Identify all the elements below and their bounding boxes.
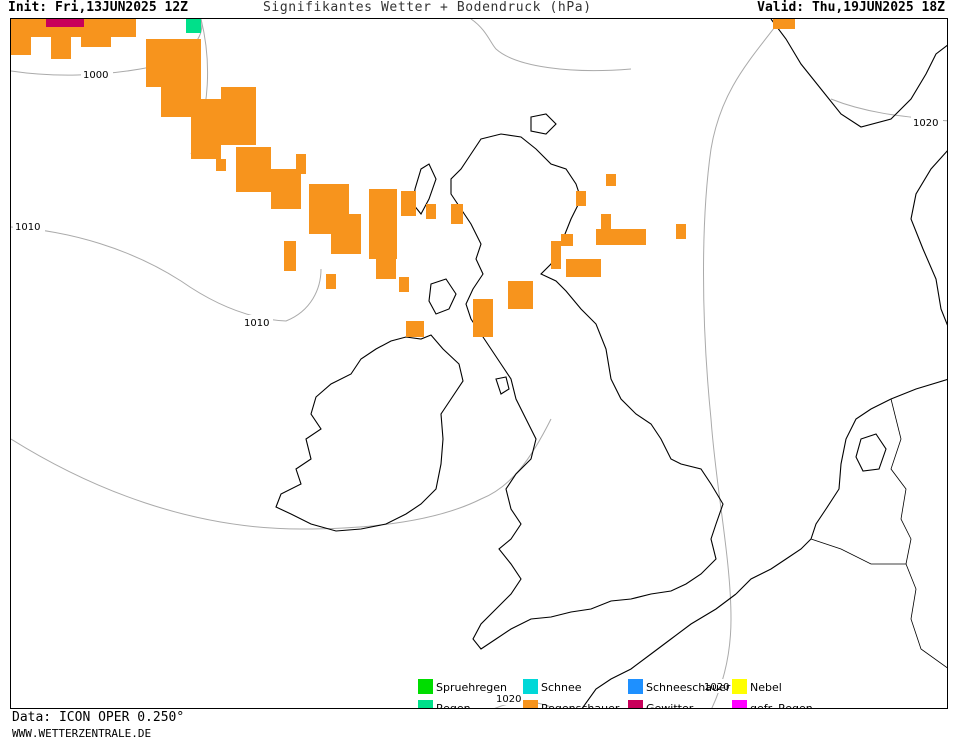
isobar-label: 1020 [496, 694, 521, 705]
shower-cell [576, 191, 586, 206]
isobar-label: 1000 [83, 70, 108, 81]
rain-cell [186, 19, 201, 33]
shower-cell [284, 241, 296, 271]
shower-cell [473, 299, 493, 337]
border-belgium [810, 538, 947, 669]
coast-norway [770, 19, 947, 128]
legend-label: Nebel [750, 681, 782, 694]
shower-cell [601, 214, 611, 234]
shower-cell [561, 234, 573, 246]
shower-cell [221, 87, 256, 145]
shower-cell [81, 33, 111, 47]
coast-ijsselmeer [855, 433, 887, 472]
legend-swatch [523, 679, 538, 694]
coast-orkney [530, 113, 557, 135]
init-time: Init: Fri,13JUN2025 12Z [8, 0, 189, 15]
legend-label: Schnee [541, 681, 582, 694]
legend-label: Spruehregen [436, 681, 507, 694]
legend-label: gefr. Regen [750, 702, 813, 709]
shower-cell [296, 154, 306, 174]
shower-cell [676, 224, 686, 239]
shower-cell [326, 274, 336, 289]
other-precip [46, 19, 201, 33]
shower-cell [451, 204, 463, 224]
thunder-cell [46, 19, 84, 27]
coastlines [275, 19, 947, 708]
isobar-label: 1010 [244, 318, 269, 329]
shower-cell [551, 241, 561, 269]
coast-netherlands [735, 379, 947, 595]
legend-swatch [732, 679, 747, 694]
legend-swatch [628, 700, 643, 708]
shower-cell [566, 259, 601, 277]
legend-label: Regenschauer [541, 702, 620, 709]
isobars [11, 19, 947, 708]
shower-cell [191, 99, 221, 159]
coast-ireland [275, 334, 464, 532]
shower-cell [271, 169, 301, 209]
legend-swatch [628, 679, 643, 694]
legend-swatch [418, 679, 433, 694]
coast-france [581, 593, 737, 708]
data-source: Data: ICON OPER 0.250° [12, 710, 185, 725]
shower-cell [376, 249, 396, 279]
legend-swatch [732, 700, 747, 708]
shower-cell [216, 159, 226, 171]
coast-isle-of-man [495, 376, 510, 395]
coast-great-britain [450, 133, 724, 650]
isobar-label: 1020 [913, 118, 938, 129]
shower-cell [773, 19, 795, 29]
isobar-1010 [11, 226, 322, 322]
shower-cell [426, 204, 436, 219]
coast-islay [428, 278, 457, 315]
shower-cell [406, 321, 424, 337]
legend-swatch [418, 700, 433, 708]
shower-cell [51, 37, 71, 59]
shower-areas [11, 19, 795, 337]
shower-cell [508, 281, 533, 309]
isobar-1020-north [470, 19, 632, 72]
isobar-label: 1020 [704, 682, 729, 693]
coast-sweden [910, 150, 947, 326]
isobar-1010-south [11, 418, 552, 530]
isobar-labels: 1000 1010 1010 1020 1020 1020 [13, 67, 943, 705]
shower-cell [399, 277, 409, 292]
website-link[interactable]: WWW.WETTERZENTRALE.DE [12, 727, 152, 740]
legend-label: Gewitter [646, 702, 694, 709]
valid-time: Valid: Thu,19JUN2025 18Z [757, 0, 945, 15]
weather-map: 1000 1010 1010 1020 1020 1020 Spruehrege… [10, 18, 948, 709]
legend-label: Schneeschauer [646, 681, 731, 694]
shower-cell [331, 214, 361, 254]
shower-cell [11, 27, 31, 55]
legend-swatch [523, 700, 538, 708]
shower-cell [606, 174, 616, 186]
shower-cell [369, 189, 397, 259]
isobar-1020-central [703, 19, 782, 708]
legend-label: Regen [436, 702, 471, 709]
chart-title: Signifikantes Wetter + Bodendruck (hPa) [263, 0, 592, 15]
border-netherlands-germany [890, 398, 912, 565]
shower-cell [146, 39, 201, 87]
isobar-label: 1010 [15, 222, 40, 233]
map-canvas: 1000 1010 1010 1020 1020 1020 [11, 19, 947, 708]
shower-cell [11, 19, 136, 37]
shower-cell [236, 147, 271, 192]
shower-cell [401, 191, 416, 216]
